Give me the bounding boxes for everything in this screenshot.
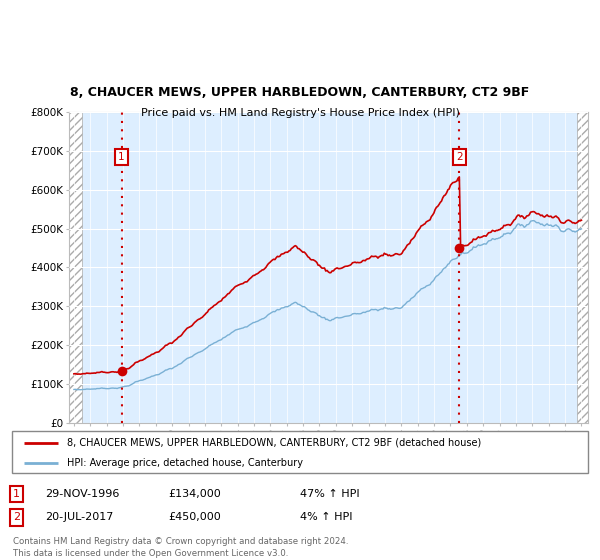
Text: HPI: Average price, detached house, Canterbury: HPI: Average price, detached house, Cant… (67, 458, 303, 468)
Bar (577, 112, 588, 423)
Text: 8, CHAUCER MEWS, UPPER HARBLEDOWN, CANTERBURY, CT2 9BF: 8, CHAUCER MEWS, UPPER HARBLEDOWN, CANTE… (70, 86, 530, 99)
Text: 8, CHAUCER MEWS, UPPER HARBLEDOWN, CANTERBURY, CT2 9BF (detached house): 8, CHAUCER MEWS, UPPER HARBLEDOWN, CANTE… (67, 438, 481, 448)
Bar (69, 112, 82, 423)
Text: 29-NOV-1996: 29-NOV-1996 (45, 489, 119, 499)
Text: 1: 1 (118, 152, 125, 162)
Text: 1: 1 (13, 489, 20, 499)
Text: Contains HM Land Registry data © Crown copyright and database right 2024.
This d: Contains HM Land Registry data © Crown c… (13, 537, 349, 558)
Text: 2: 2 (456, 152, 463, 162)
Text: 47% ↑ HPI: 47% ↑ HPI (300, 489, 359, 499)
Text: Price paid vs. HM Land Registry's House Price Index (HPI): Price paid vs. HM Land Registry's House … (140, 108, 460, 118)
Text: £450,000: £450,000 (168, 512, 221, 522)
Text: 2: 2 (13, 512, 20, 522)
Text: 4% ↑ HPI: 4% ↑ HPI (300, 512, 353, 522)
Text: 20-JUL-2017: 20-JUL-2017 (45, 512, 113, 522)
Text: £134,000: £134,000 (168, 489, 221, 499)
FancyBboxPatch shape (12, 431, 588, 473)
